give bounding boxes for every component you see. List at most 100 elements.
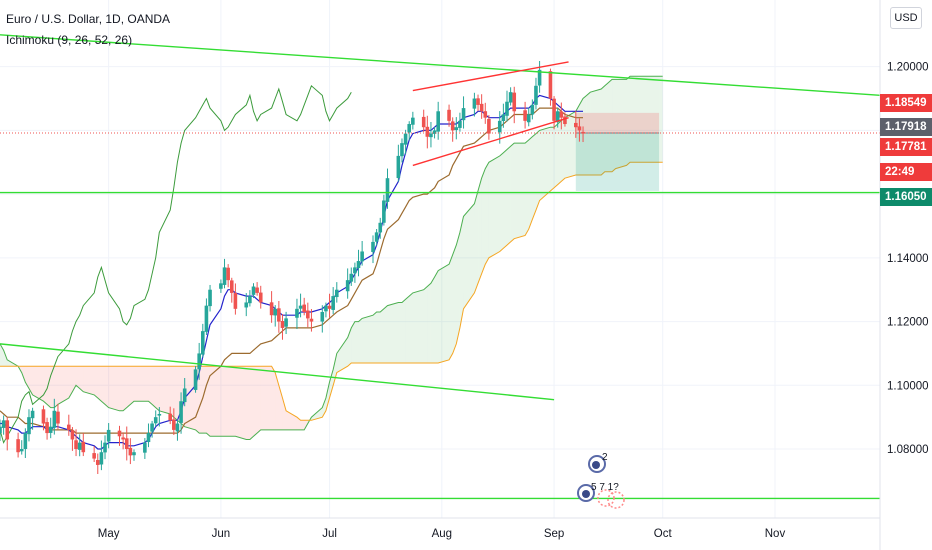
candle-body — [121, 437, 125, 440]
candle-body — [0, 426, 2, 434]
cloud-segment — [322, 398, 326, 418]
candle-body — [193, 369, 198, 390]
candle-body — [331, 296, 335, 310]
indicator-legend[interactable]: Ichimoku (9, 26, 52, 26) — [6, 33, 133, 47]
y-tick-label: 1.08000 — [887, 444, 929, 456]
currency-button[interactable]: USD — [890, 7, 922, 29]
candle-body — [179, 401, 183, 423]
candle-body — [483, 111, 488, 118]
cloud-segment — [282, 398, 287, 430]
grid-lines — [0, 0, 880, 518]
candle-body — [429, 133, 433, 138]
candlesticks[interactable] — [0, 60, 585, 475]
candle-body — [70, 430, 75, 440]
event-count-bottom: 5 7 1? — [591, 482, 619, 493]
cloud-segment — [76, 366, 80, 389]
candle-body — [226, 267, 230, 281]
cloud-segment — [478, 178, 482, 284]
cloud-segment — [144, 366, 149, 402]
event-icon — [582, 490, 590, 498]
cloud-segment — [311, 407, 323, 421]
candle-body — [385, 178, 390, 202]
event-markers[interactable]: 2 5 7 1? — [577, 452, 625, 509]
cloud-segment — [626, 76, 631, 166]
position-stop-zone — [575, 112, 660, 133]
x-tick-label: Sep — [544, 528, 564, 540]
cloud-segment — [220, 366, 225, 437]
candle-body — [106, 429, 111, 442]
cloud-segment — [130, 366, 134, 405]
cloud-segment — [514, 143, 526, 239]
candle-body — [501, 114, 506, 122]
candle-body — [143, 442, 147, 453]
candle-body — [219, 283, 223, 289]
candle-body — [284, 318, 288, 327]
cloud-segment — [427, 283, 431, 363]
cloud-segment — [72, 366, 77, 392]
candle-body — [432, 130, 437, 134]
cloud-segment — [249, 366, 254, 440]
cloud-segment — [575, 104, 580, 176]
trendlines[interactable] — [0, 34, 881, 500]
candle-body — [374, 232, 379, 242]
candle-body — [447, 109, 451, 121]
cloud-segment — [50, 366, 55, 408]
cloud-segment — [108, 366, 120, 411]
cloud-segment — [57, 366, 69, 405]
cloud-segment — [387, 302, 399, 363]
cloud-segment — [105, 366, 109, 408]
cloud-segment — [604, 82, 609, 172]
cloud-segment — [210, 366, 221, 437]
cloud-segment — [271, 366, 276, 430]
candle-body — [345, 280, 350, 292]
cloud-segment — [590, 88, 602, 176]
candle-body — [526, 114, 531, 123]
candle-body — [563, 116, 567, 125]
cloud-segment — [583, 95, 587, 176]
trendline-upper-resistance — [0, 34, 881, 97]
candle-body — [280, 321, 285, 328]
candle-body — [327, 305, 332, 309]
cloud-segment — [126, 366, 131, 408]
candle-body — [233, 293, 238, 309]
candle-body — [472, 98, 477, 109]
cloud-segment — [506, 146, 511, 246]
cloud-segment — [550, 127, 555, 191]
cloud-segment — [525, 139, 529, 236]
cloud-segment — [481, 168, 486, 274]
cloud-segment — [184, 366, 196, 430]
cloud-segment — [633, 76, 638, 163]
candle-body — [27, 417, 31, 435]
candle-body — [48, 426, 53, 433]
candle-body — [23, 433, 28, 450]
candle-body — [497, 120, 502, 133]
candle-body — [200, 331, 205, 355]
candle-body — [45, 422, 49, 434]
candle-body — [334, 289, 339, 298]
event-count-top: 2 — [602, 452, 608, 463]
x-tick-label: May — [98, 528, 120, 540]
cloud-segment — [347, 327, 352, 367]
cloud-segment — [380, 308, 384, 363]
position-target-zone — [575, 132, 660, 191]
candle-body — [450, 121, 455, 131]
candle-body — [559, 111, 564, 118]
chart-title[interactable]: Euro / U.S. Dollar, 1D, OANDA — [6, 12, 171, 26]
y-tick-label: 1.20000 — [887, 62, 929, 74]
cloud-segment — [383, 305, 388, 363]
cloud-segment — [351, 321, 355, 363]
candle-body — [172, 419, 176, 430]
event-icon — [592, 461, 600, 469]
x-tick-label: Aug — [432, 528, 452, 540]
candle-body — [458, 120, 462, 128]
cloud-segment — [503, 149, 507, 249]
candle-body — [548, 71, 553, 99]
cloud-segment — [54, 366, 58, 408]
chikou-span — [0, 84, 352, 444]
candle-body — [436, 111, 440, 132]
cloud-segment — [68, 366, 73, 399]
cloud-segment — [438, 264, 450, 363]
candle-body — [403, 133, 408, 145]
short-position-tool[interactable] — [575, 112, 660, 191]
